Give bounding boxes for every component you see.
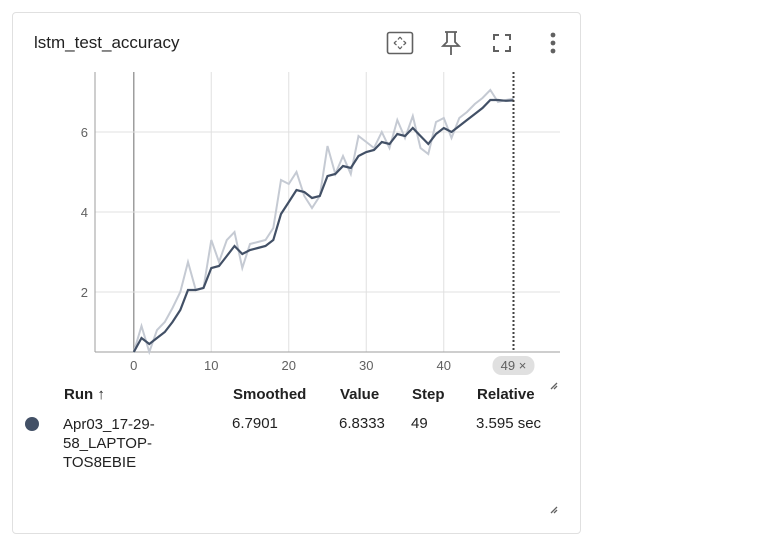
run-name: Apr03_17-29-58_LAPTOP-TOS8EBIE bbox=[63, 416, 155, 471]
chart-resize-handle[interactable] bbox=[550, 382, 558, 390]
column-smoothed[interactable]: Smoothed bbox=[233, 386, 307, 403]
x-tick-labels: 0 10 20 30 40 bbox=[130, 358, 451, 373]
scalar-card: lstm_test_accuracy bbox=[12, 12, 581, 534]
x-tick-label: 0 bbox=[130, 358, 137, 373]
fit-domain-icon[interactable] bbox=[386, 29, 414, 57]
relative-value: 3.595 sec bbox=[476, 415, 542, 432]
gridlines bbox=[95, 72, 560, 352]
step-marker-label: 49 × bbox=[501, 358, 527, 373]
x-tick-label: 40 bbox=[437, 358, 451, 373]
run-color-dot[interactable] bbox=[25, 417, 39, 431]
column-run[interactable]: Run ↑ bbox=[64, 386, 105, 403]
step-marker-chip[interactable]: 49 × bbox=[492, 356, 535, 375]
x-tick-label: 30 bbox=[359, 358, 373, 373]
pin-icon[interactable] bbox=[437, 29, 465, 57]
column-relative[interactable]: Relative bbox=[477, 386, 535, 403]
y-tick-label: 2 bbox=[81, 285, 88, 300]
y-tick-label: 6 bbox=[81, 125, 88, 140]
smoothed-series-line bbox=[132, 98, 514, 353]
table-resize-handle[interactable] bbox=[545, 500, 559, 514]
line-chart[interactable]: 0 10 20 30 40 2 4 6 49 × bbox=[0, 0, 783, 400]
column-value[interactable]: Value bbox=[340, 386, 380, 403]
column-step[interactable]: Step bbox=[412, 386, 445, 403]
more-vert-icon[interactable] bbox=[539, 29, 567, 57]
x-tick-label: 20 bbox=[282, 358, 296, 373]
y-tick-labels: 2 4 6 bbox=[81, 125, 88, 300]
fullscreen-icon[interactable] bbox=[488, 29, 516, 57]
raw-value: 6.8333 bbox=[339, 415, 385, 432]
y-tick-label: 4 bbox=[81, 205, 88, 220]
x-tick-label: 10 bbox=[204, 358, 218, 373]
smoothed-value: 6.7901 bbox=[232, 415, 278, 432]
card-title: lstm_test_accuracy bbox=[34, 33, 180, 52]
step-value: 49 bbox=[411, 415, 428, 432]
